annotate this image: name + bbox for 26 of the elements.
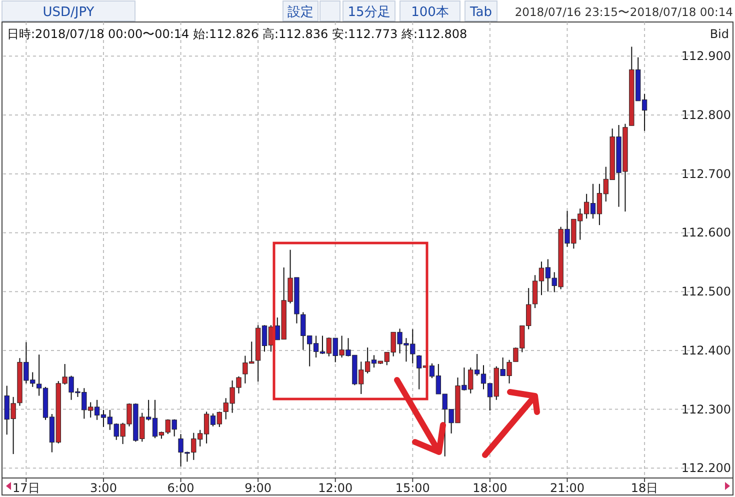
annotation: 日時:2018/07/18 00:00〜00:14 始:112.826 高:112.836 安:112.773 終:112.808 bbox=[7, 27, 468, 41]
y-tick-label: 112.800 bbox=[681, 108, 731, 122]
y-tick-label: 112.700 bbox=[681, 166, 731, 181]
y-tick-label: 112.900 bbox=[681, 49, 731, 64]
chart-subtitle: 2018/07/16 23:15〜2018/07/18 00:14 bbox=[514, 5, 733, 19]
text: Tab bbox=[468, 5, 492, 20]
text: 15分足 bbox=[348, 5, 390, 20]
y-tick-label: 112.600 bbox=[681, 226, 731, 240]
x-tick-label: 18:00 bbox=[472, 481, 508, 495]
text: 100本 bbox=[411, 5, 449, 20]
y-tick-label: 112.400 bbox=[681, 343, 731, 358]
chart-title: USD/JPY bbox=[42, 5, 94, 20]
x-tick-label: 18日 bbox=[630, 481, 658, 495]
text: 設定 bbox=[288, 5, 314, 20]
y-axis-title: Bid bbox=[710, 27, 729, 41]
y-tick-label: 112.500 bbox=[681, 284, 731, 299]
x-tick-label: 17日 bbox=[12, 481, 40, 495]
x-tick-label: 12:00 bbox=[318, 481, 353, 495]
candlestick bbox=[416, 354, 422, 390]
x-tick-label: 9:00 bbox=[244, 481, 272, 495]
x-tick-label: 3:00 bbox=[90, 481, 117, 495]
x-tick-label: 21:00 bbox=[550, 481, 585, 495]
x-tick-label: 6:00 bbox=[167, 481, 194, 495]
y-tick-label: 112.300 bbox=[681, 402, 731, 416]
x-tick-label: 15:00 bbox=[395, 481, 430, 495]
y-tick-label: 112.200 bbox=[681, 461, 731, 476]
